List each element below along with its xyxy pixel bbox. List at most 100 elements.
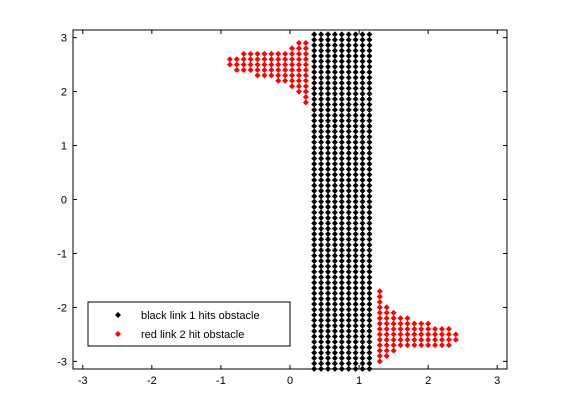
black-data-point	[311, 284, 318, 291]
black-data-point	[318, 355, 325, 362]
red-data-point	[411, 342, 418, 349]
black-data-point	[318, 52, 325, 59]
red-data-point	[438, 325, 445, 332]
red-data-point	[452, 336, 459, 343]
black-data-point	[338, 117, 345, 124]
black-data-point	[318, 225, 325, 232]
black-data-point	[359, 171, 366, 178]
red-data-point	[268, 72, 275, 79]
red-data-point	[295, 61, 302, 68]
red-data-point	[233, 67, 240, 74]
black-data-point	[318, 36, 325, 43]
black-data-point	[352, 106, 359, 113]
black-data-point	[352, 295, 359, 302]
black-data-point	[352, 274, 359, 281]
black-data-point	[338, 63, 345, 70]
red-data-point	[404, 331, 411, 338]
black-data-point	[352, 128, 359, 135]
black-data-point	[331, 284, 338, 291]
black-data-point	[338, 355, 345, 362]
red-data-point	[261, 50, 268, 57]
black-data-point	[324, 284, 331, 291]
black-data-point	[345, 209, 352, 216]
black-data-point	[338, 160, 345, 167]
black-data-point	[311, 322, 318, 329]
black-data-point	[331, 333, 338, 340]
black-data-point	[318, 301, 325, 308]
red-data-point	[397, 320, 404, 327]
black-data-point	[352, 214, 359, 221]
black-data-point	[311, 252, 318, 259]
red-data-point	[390, 315, 397, 322]
black-data-point	[352, 31, 359, 38]
black-data-point	[352, 360, 359, 367]
x-tick-label: 1	[356, 375, 362, 387]
black-data-point	[311, 155, 318, 162]
black-data-point	[324, 166, 331, 173]
black-data-point	[366, 344, 373, 351]
black-data-point	[345, 112, 352, 119]
black-data-point	[311, 268, 318, 275]
black-data-point	[366, 58, 373, 65]
red-data-point	[302, 99, 309, 106]
red-data-point	[425, 336, 432, 343]
black-data-point	[352, 236, 359, 243]
black-data-point	[331, 31, 338, 38]
black-data-point	[338, 231, 345, 238]
red-data-point	[383, 336, 390, 343]
red-data-point	[418, 331, 425, 338]
black-data-point	[345, 106, 352, 113]
black-data-point	[331, 317, 338, 324]
black-data-point	[345, 252, 352, 259]
black-data-point	[331, 349, 338, 356]
y-tick-label: 0	[61, 195, 67, 207]
black-data-point	[338, 306, 345, 313]
black-data-point	[331, 209, 338, 216]
black-data-point	[359, 31, 366, 38]
black-data-point	[345, 258, 352, 265]
black-data-point	[359, 344, 366, 351]
black-data-point	[311, 79, 318, 86]
black-data-point	[338, 90, 345, 97]
black-data-point	[311, 214, 318, 221]
black-data-point	[324, 182, 331, 189]
red-data-point	[282, 72, 289, 79]
black-data-point	[345, 247, 352, 254]
y-tick-label: -2	[57, 302, 67, 314]
black-data-point	[366, 74, 373, 81]
black-data-point	[311, 236, 318, 243]
black-data-point	[338, 317, 345, 324]
black-data-point	[345, 42, 352, 49]
red-data-point	[295, 72, 302, 79]
red-data-point	[226, 61, 233, 68]
black-data-point	[338, 338, 345, 345]
black-data-point	[366, 306, 373, 313]
black-data-point	[345, 123, 352, 130]
black-data-point	[331, 311, 338, 318]
red-data-point	[268, 56, 275, 63]
black-data-point	[338, 311, 345, 318]
red-data-point	[411, 325, 418, 332]
black-data-point	[366, 112, 373, 119]
red-data-point	[376, 352, 383, 359]
y-tick-label: -1	[57, 248, 67, 260]
black-data-point	[359, 187, 366, 194]
black-data-point	[359, 36, 366, 43]
red-data-point	[376, 325, 383, 332]
black-data-point	[352, 344, 359, 351]
black-data-point	[345, 306, 352, 313]
black-data-point	[324, 187, 331, 194]
black-data-point	[345, 150, 352, 157]
black-data-point	[338, 74, 345, 81]
black-data-point	[324, 128, 331, 135]
red-data-point	[268, 50, 275, 57]
y-tick-label: 3	[61, 33, 67, 45]
black-data-point	[318, 160, 325, 167]
red-data-point	[390, 331, 397, 338]
red-data-point	[302, 93, 309, 100]
black-data-point	[359, 360, 366, 367]
black-data-point	[366, 301, 373, 308]
black-data-point	[311, 279, 318, 286]
black-data-point	[324, 150, 331, 157]
black-data-point	[318, 42, 325, 49]
